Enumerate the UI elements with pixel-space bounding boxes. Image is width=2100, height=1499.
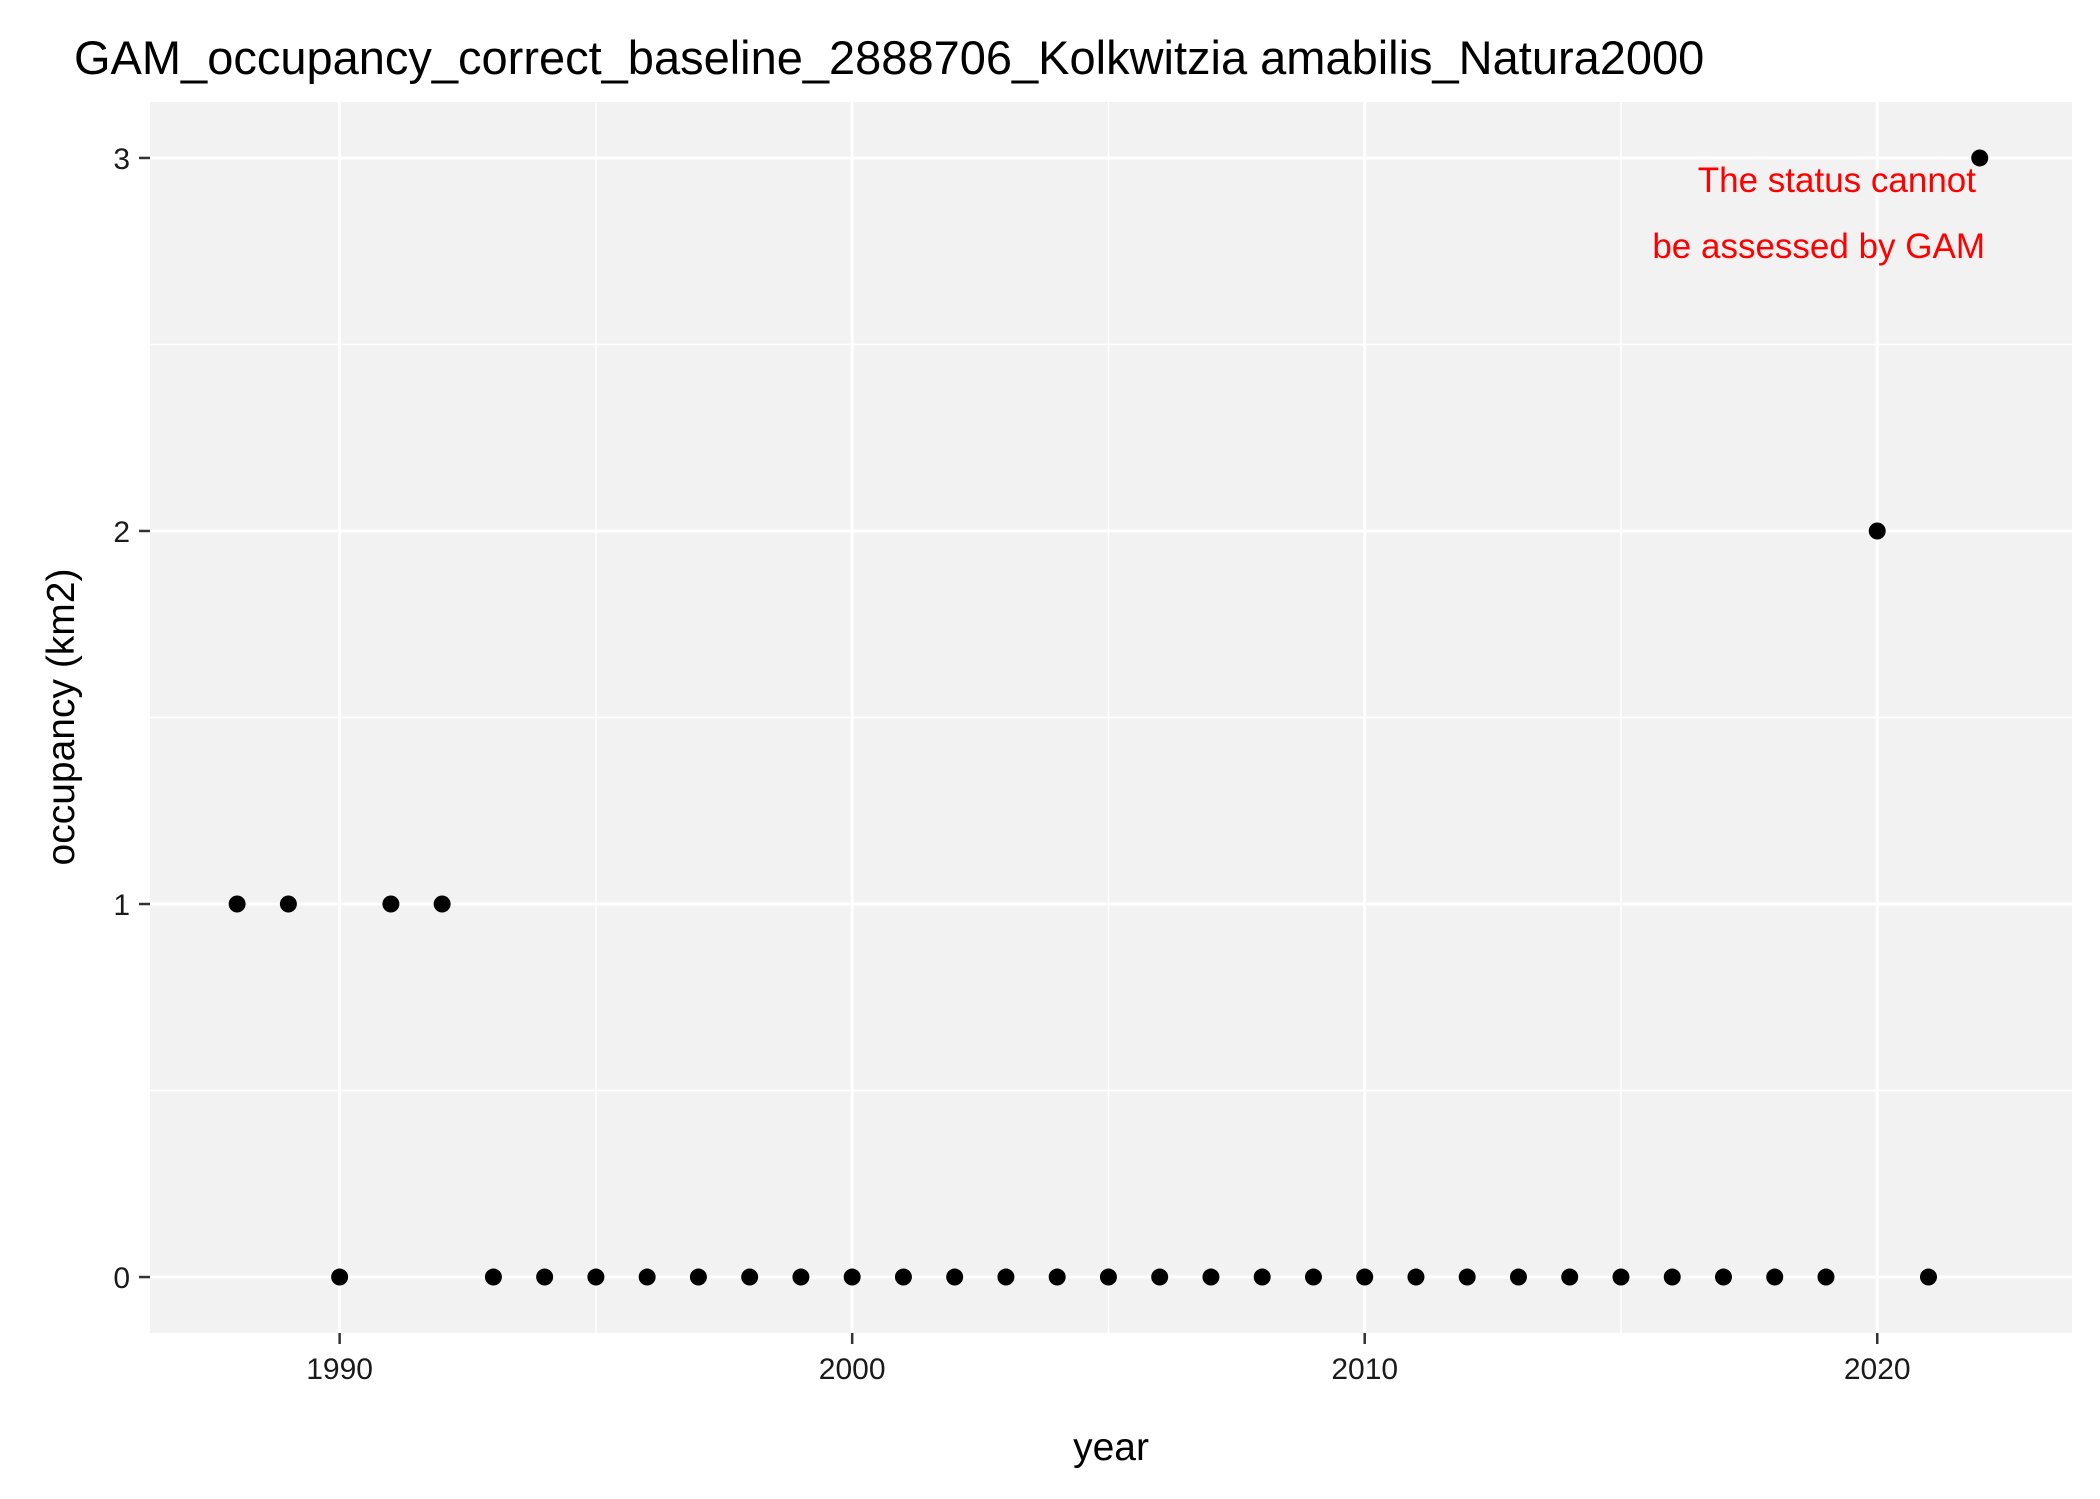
data-point-2015	[1612, 1268, 1630, 1286]
y-tick-label-3: 3	[113, 143, 130, 176]
data-point-2021	[1919, 1268, 1937, 1286]
data-point-2017	[1714, 1268, 1732, 1286]
data-point-2014	[1561, 1268, 1579, 1286]
data-point-1999	[792, 1268, 810, 1286]
y-tick-label-0: 0	[113, 1262, 130, 1295]
data-point-2004	[1048, 1268, 1066, 1286]
data-point-2018	[1766, 1268, 1784, 1286]
data-point-1988	[228, 895, 246, 913]
data-point-2013	[1509, 1268, 1527, 1286]
x-tick-label-2: 2010	[1331, 1353, 1398, 1386]
data-point-2022	[1971, 149, 1989, 167]
data-point-1994	[536, 1268, 554, 1286]
data-point-2002	[946, 1268, 964, 1286]
data-point-2000	[843, 1268, 861, 1286]
data-point-1990	[331, 1268, 349, 1286]
data-point-2001	[894, 1268, 912, 1286]
data-point-2005	[1099, 1268, 1117, 1286]
data-point-2008	[1253, 1268, 1271, 1286]
data-point-2007	[1202, 1268, 1220, 1286]
data-point-1998	[741, 1268, 759, 1286]
data-point-2016	[1663, 1268, 1681, 1286]
data-point-2020	[1868, 522, 1886, 540]
data-point-1996	[638, 1268, 656, 1286]
data-point-1995	[587, 1268, 605, 1286]
data-point-2019	[1817, 1268, 1835, 1286]
data-points	[228, 149, 1989, 1286]
data-point-1997	[689, 1268, 707, 1286]
data-point-1989	[279, 895, 297, 913]
x-tick-label-3: 2020	[1844, 1353, 1911, 1386]
data-point-2009	[1304, 1268, 1322, 1286]
chart-title: GAM_occupancy_correct_baseline_2888706_K…	[74, 31, 1704, 84]
data-point-2011	[1407, 1268, 1425, 1286]
x-tick-label-0: 1990	[306, 1353, 373, 1386]
data-point-2012	[1458, 1268, 1476, 1286]
minor-gridlines	[150, 102, 2072, 1333]
data-point-2006	[1151, 1268, 1169, 1286]
annotation-line-2: be assessed by GAM	[1652, 227, 1985, 266]
x-axis-title: year	[1073, 1426, 1149, 1469]
y-axis-ticks: 0 1 2 3	[113, 143, 150, 1295]
y-axis-title: occupancy (km2)	[40, 569, 83, 866]
x-tick-label-1: 2000	[819, 1353, 886, 1386]
y-tick-label-2: 2	[113, 516, 130, 549]
data-point-1992	[433, 895, 451, 913]
data-point-1993	[484, 1268, 502, 1286]
y-tick-label-1: 1	[113, 889, 130, 922]
x-axis-ticks: 1990 2000 2010 2020	[306, 1333, 1911, 1386]
data-point-2010	[1356, 1268, 1374, 1286]
data-point-2003	[997, 1268, 1015, 1286]
annotation-line-1: The status cannot	[1698, 161, 1976, 200]
data-point-1991	[382, 895, 400, 913]
